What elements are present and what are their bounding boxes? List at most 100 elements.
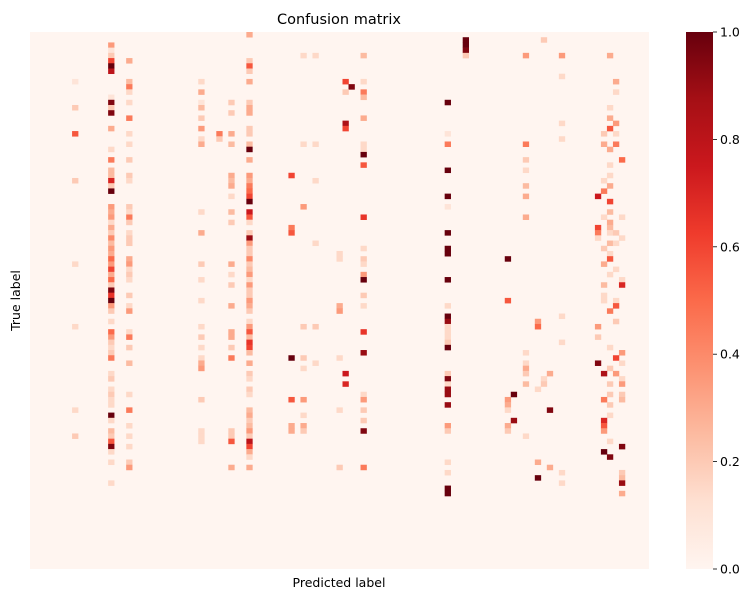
heatmap-cell	[594, 224, 602, 231]
heatmap-cell	[246, 433, 253, 439]
heatmap-cell	[108, 449, 115, 455]
heatmap-cell	[126, 219, 133, 226]
heatmap-cell	[246, 417, 253, 424]
heatmap-cell	[342, 381, 349, 387]
heatmap-cell	[360, 94, 367, 101]
heatmap-cell	[360, 162, 367, 168]
heatmap-cell	[216, 131, 223, 137]
heatmap-cell	[444, 485, 451, 492]
heatmap-cell	[600, 428, 608, 434]
heatmap-cell	[108, 125, 115, 132]
heatmap-cell	[108, 297, 115, 304]
heatmap-cell	[612, 266, 620, 273]
heatmap-cell	[228, 177, 235, 184]
y-axis-label: True label	[8, 270, 23, 332]
heatmap-cell	[246, 303, 253, 309]
heatmap-cell	[600, 188, 608, 194]
heatmap-cell	[246, 110, 253, 116]
heatmap-cell	[546, 407, 554, 413]
heatmap-cell	[126, 443, 133, 450]
heatmap-cell	[618, 214, 626, 220]
heatmap-cell	[108, 157, 115, 163]
heatmap-cell	[288, 355, 295, 361]
heatmap-cell	[522, 370, 530, 377]
heatmap-cell	[534, 318, 542, 325]
heatmap-cell	[360, 271, 367, 278]
heatmap-cell	[228, 209, 235, 215]
heatmap-cell	[126, 240, 133, 247]
heatmap-cell	[360, 141, 367, 147]
heatmap-cell	[600, 292, 608, 299]
heatmap-cell	[360, 329, 367, 335]
heatmap-cell	[288, 396, 295, 403]
heatmap-cell	[360, 292, 367, 299]
heatmap-cell	[606, 146, 614, 153]
heatmap-cell	[72, 407, 79, 413]
heatmap-cell	[246, 193, 253, 200]
heatmap-cell	[126, 277, 133, 283]
heatmap-cell	[606, 209, 614, 215]
heatmap-cell	[108, 209, 115, 215]
heatmap-cell	[342, 89, 349, 95]
heatmap-cell	[198, 396, 205, 403]
heatmap-cell	[612, 131, 620, 137]
heatmap-cell	[228, 193, 235, 200]
heatmap-cell	[246, 308, 253, 314]
heatmap-cell	[108, 167, 115, 174]
heatmap-cell	[198, 323, 205, 330]
heatmap-cell	[444, 193, 451, 200]
heatmap-cell	[618, 381, 626, 387]
heatmap-cell	[246, 157, 253, 163]
heatmap-cell	[360, 407, 367, 413]
heatmap-cell	[444, 99, 451, 106]
heatmap-cell	[444, 167, 451, 174]
heatmap-cell	[126, 271, 133, 278]
heatmap-cell	[126, 172, 133, 179]
heatmap-cell	[108, 188, 115, 194]
heatmap-cell	[444, 334, 451, 340]
heatmap-cell	[558, 313, 566, 320]
heatmap-cell	[126, 261, 133, 267]
heatmap-cell	[606, 162, 614, 168]
heatmap-cell	[618, 360, 626, 366]
colorbar-tick-label: 0.8	[720, 132, 740, 147]
heatmap-cell	[444, 323, 451, 330]
heatmap-cell	[444, 344, 451, 351]
heatmap-cell	[108, 355, 115, 361]
heatmap-cell	[246, 350, 253, 356]
heatmap-cell	[444, 141, 451, 147]
heatmap-cell	[612, 78, 620, 85]
heatmap-cell	[336, 355, 343, 361]
heatmap-cell	[246, 219, 253, 226]
heatmap-cell	[126, 256, 133, 262]
heatmap-cell	[126, 423, 133, 429]
heatmap-cell	[72, 261, 79, 267]
heatmap-cell	[342, 78, 349, 85]
heatmap-cell	[522, 157, 530, 163]
heatmap-cell	[108, 266, 115, 273]
heatmap-cell	[108, 443, 115, 450]
heatmap-cell	[336, 250, 343, 257]
heatmap-cell	[600, 370, 608, 377]
heatmap-cell	[540, 376, 548, 382]
heatmap-cell	[594, 230, 602, 236]
heatmap-cell	[504, 402, 512, 408]
heatmap-cell	[444, 131, 451, 137]
heatmap-cell	[444, 402, 451, 408]
heatmap-cell	[246, 287, 253, 293]
heatmap-cell	[108, 412, 115, 419]
heatmap-cell	[618, 277, 626, 283]
heatmap-cell	[600, 423, 608, 429]
heatmap-cell	[522, 141, 530, 147]
heatmap-cell	[246, 188, 253, 194]
heatmap-cell	[126, 78, 133, 85]
heatmap-cell	[618, 396, 626, 403]
heatmap-cell	[288, 423, 295, 429]
heatmap-cell	[360, 428, 367, 434]
heatmap-cell	[108, 318, 115, 325]
heatmap-cell	[228, 433, 235, 439]
heatmap-cell	[618, 480, 626, 486]
heatmap-cell	[126, 308, 133, 314]
heatmap-cell	[558, 136, 566, 142]
heatmap-cell	[246, 292, 253, 299]
